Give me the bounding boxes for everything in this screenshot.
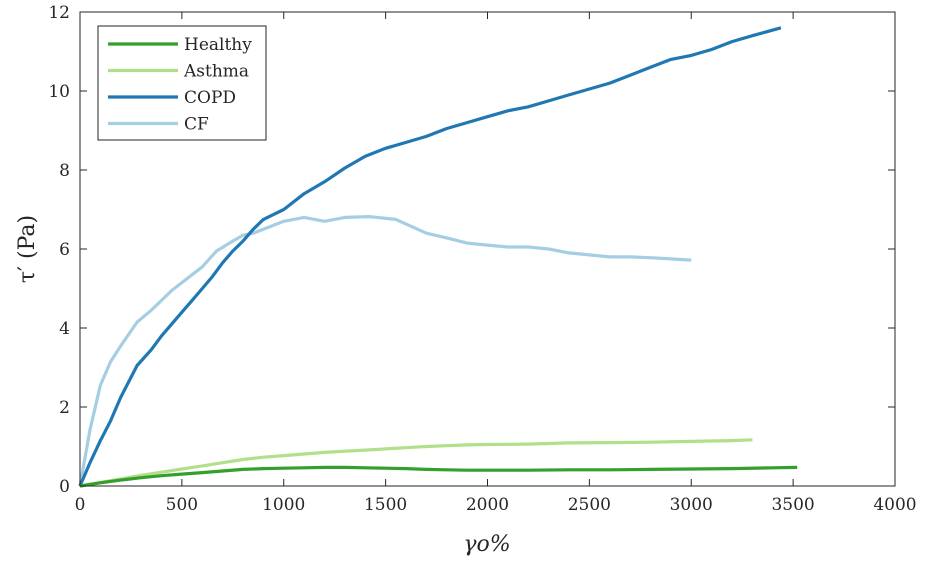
x-tick-label: 1500 (364, 495, 407, 515)
x-tick-label: 1000 (262, 495, 305, 515)
y-tick-label: 12 (48, 3, 70, 23)
series-line-copd (78, 26, 782, 487)
y-tick-label: 0 (59, 477, 70, 497)
x-tick-label: 0 (75, 495, 86, 515)
series-line-healthy (79, 465, 798, 488)
x-tick-label: 3500 (771, 495, 814, 515)
x-tick-label: 500 (166, 495, 198, 515)
y-tick-label: 10 (48, 82, 70, 102)
ticks-layer: 0 500 1000 1500 2000 2500 3000 3500 4000 0 2 4 6 8 10 1… (48, 3, 916, 515)
y-tick-label: 6 (59, 240, 70, 260)
legend-label-healthy: Healthy (184, 35, 252, 55)
x-tick-label: 4000 (873, 495, 916, 515)
x-tick-label: 2000 (466, 495, 509, 515)
series-layer (78, 26, 798, 488)
y-axis-label: τ′ (Pa) (15, 215, 40, 283)
legend-label-cf: CF (184, 115, 209, 135)
legend: Healthy Asthma COPD CF (97, 25, 267, 141)
y-tick-label: 8 (59, 161, 70, 181)
x-tick-label: 2500 (568, 495, 611, 515)
legend-label-asthma: Asthma (183, 62, 249, 82)
x-tick-label: 3000 (670, 495, 713, 515)
x-axis-label: γo% (463, 532, 510, 557)
legend-label-copd: COPD (184, 88, 236, 108)
y-tick-label: 2 (59, 398, 70, 418)
series-line-cf (78, 215, 692, 487)
y-tick-label: 4 (59, 319, 70, 339)
series-line-asthma (79, 438, 753, 488)
